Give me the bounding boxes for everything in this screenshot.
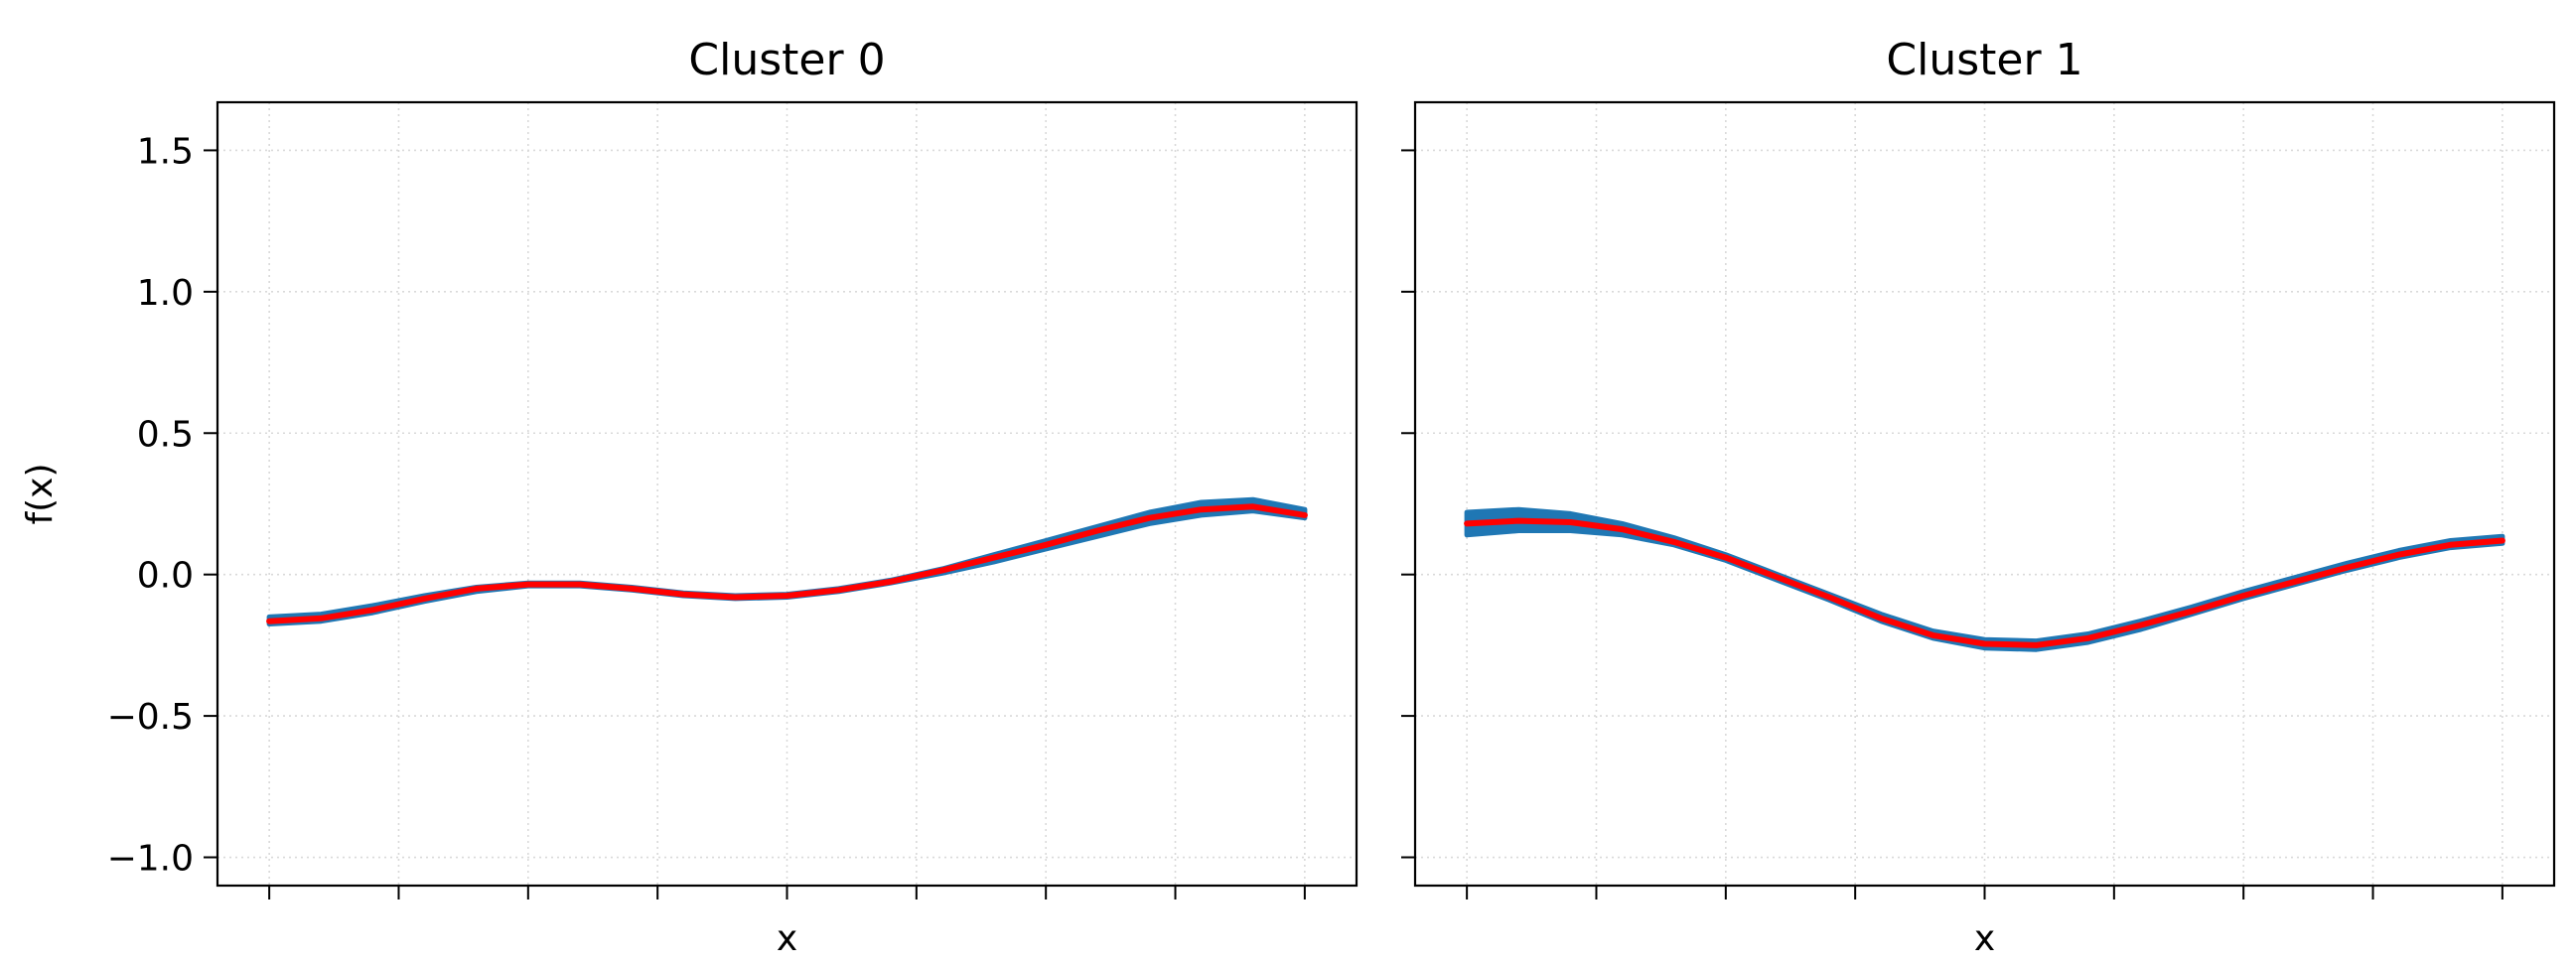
- plot-frame: [215, 100, 1359, 888]
- y-tick-label: −1.0: [107, 839, 194, 880]
- x-axis-label: x: [1974, 918, 1995, 959]
- series-mean-line: [1464, 517, 2505, 648]
- chart-title: Cluster 0: [688, 35, 885, 85]
- y-tick-label: −0.5: [107, 697, 194, 738]
- y-tick-label: 0.0: [137, 556, 194, 597]
- chart-title: Cluster 1: [1886, 35, 2082, 85]
- x-axis-label: x: [777, 918, 797, 959]
- series-mean-line: [266, 503, 1308, 624]
- y-tick-label: 0.5: [137, 414, 194, 455]
- chart-panel-0: 1.5 1.0 0.5 0.0 −0.5 −1.0 Cluster 0 x f(x): [20, 35, 1359, 959]
- y-tick-label: 1.5: [137, 131, 194, 172]
- y-axis-label: f(x): [20, 463, 61, 524]
- plot-frame: [1413, 100, 2556, 888]
- chart-panel-1: Cluster 1 x: [1401, 35, 2556, 959]
- y-tick-label: 1.0: [137, 273, 194, 314]
